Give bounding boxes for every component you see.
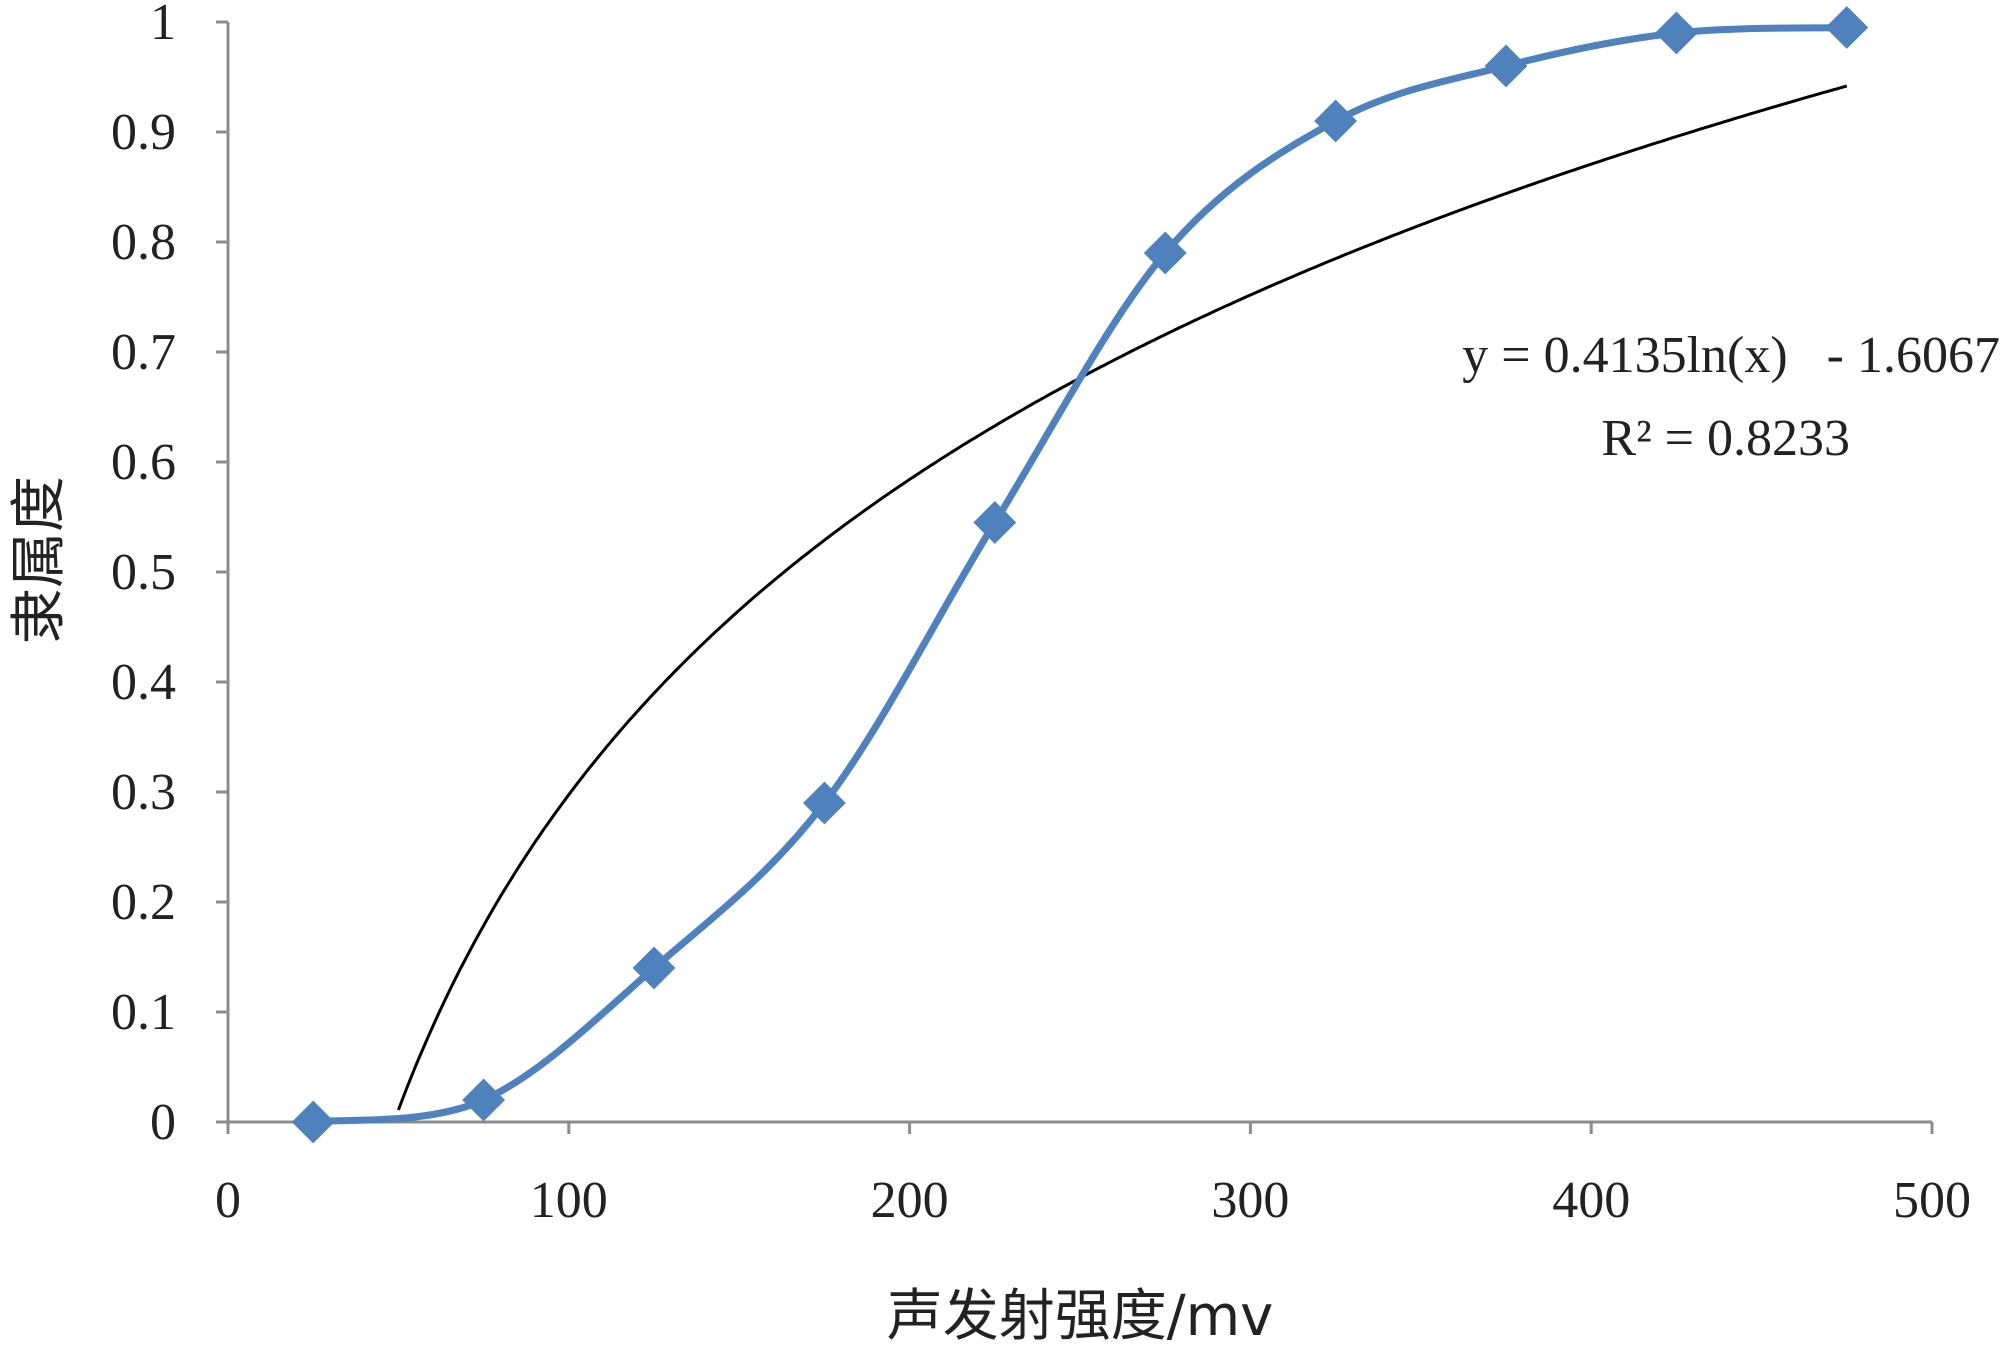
trendline-equation: y = 0.4135ln(x) - 1.6067	[1462, 327, 2000, 384]
x-ticks: 0 100 200 300 400 500	[215, 1122, 1971, 1229]
series-group	[309, 24, 1851, 1126]
y-ticks: 0 0.1 0.2 0.3 0.4 0.5 0.6 0.7 0.8 0.9 1	[111, 0, 228, 1151]
y-axis-title: 隶属度	[7, 476, 72, 644]
markers-group	[291, 6, 1869, 1144]
data-point-marker	[1825, 6, 1869, 49]
axes	[226, 22, 1932, 1124]
y-tick-label: 0	[150, 1094, 176, 1151]
x-tick-label: 400	[1552, 1172, 1630, 1229]
series-line	[309, 24, 1851, 1126]
data-point-marker	[632, 946, 676, 990]
y-tick-label: 0.5	[111, 544, 176, 601]
data-point-marker	[1484, 44, 1528, 88]
data-point-marker	[1314, 99, 1358, 143]
data-point-marker	[462, 1078, 506, 1122]
x-axis-title: 声发射强度/mv	[887, 1284, 1274, 1349]
y-tick-label: 0.1	[111, 984, 176, 1041]
y-tick-label: 0.6	[111, 434, 176, 491]
data-point-marker	[1654, 11, 1698, 55]
trendline-r2: R² = 0.8233	[1601, 410, 1850, 467]
data-point-marker	[973, 501, 1017, 544]
y-tick-label: 0.3	[111, 764, 176, 821]
data-point-marker	[291, 1100, 335, 1144]
data-point-marker	[802, 781, 846, 825]
x-tick-label: 100	[530, 1172, 608, 1229]
y-tick-label: 0.7	[111, 324, 176, 381]
x-tick-label: 0	[215, 1172, 241, 1229]
y-tick-label: 0.4	[111, 654, 176, 711]
y-tick-label: 0.9	[111, 104, 176, 161]
data-point-marker	[1143, 231, 1187, 275]
trendline-curve	[396, 84, 1848, 1111]
x-tick-label: 500	[1893, 1172, 1971, 1229]
x-tick-label: 300	[1211, 1172, 1289, 1229]
x-tick-label: 200	[871, 1172, 949, 1229]
y-tick-label: 1	[150, 0, 176, 51]
trendline-group	[396, 84, 1848, 1111]
y-tick-label: 0.8	[111, 214, 176, 271]
y-tick-label: 0.2	[111, 874, 176, 931]
